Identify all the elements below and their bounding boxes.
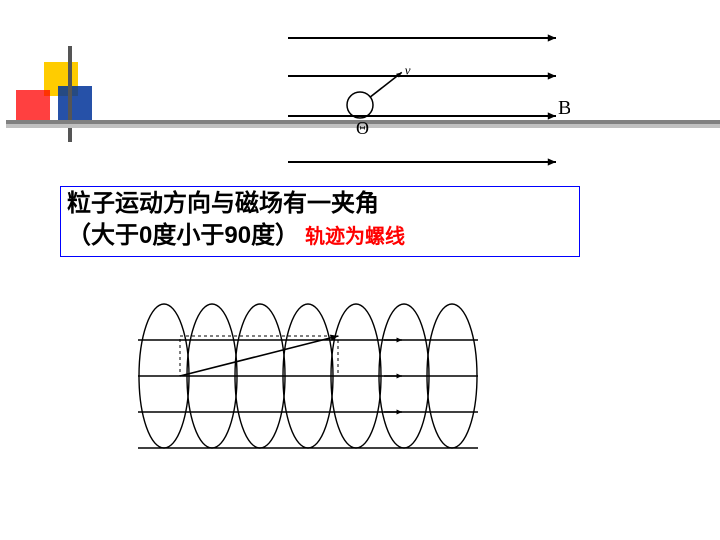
caption-line1: 粒子运动方向与磁场有一夹角 <box>67 189 573 220</box>
helix-diagram <box>126 292 486 462</box>
caption-text-1: 粒子运动方向与磁场有一夹角 <box>67 191 379 217</box>
slide-decoration <box>6 46 136 146</box>
svg-text:Θ: Θ <box>356 118 369 138</box>
caption-text-2a: （大于 <box>67 223 139 249</box>
caption-box: 粒子运动方向与磁场有一夹角 （大于0度小于90度） 轨迹为螺线 <box>60 186 580 257</box>
caption-digit-0: 0 <box>139 222 152 249</box>
field-lines-diagram: Θv B <box>280 20 570 180</box>
motif-square-blue <box>58 86 92 120</box>
caption-trajectory: 轨迹为螺线 <box>305 226 405 248</box>
caption-digit-90: 90 <box>224 222 251 249</box>
svg-text:B: B <box>558 97 570 119</box>
svg-text:v: v <box>405 62 411 77</box>
caption-line2: （大于0度小于90度） 轨迹为螺线 <box>67 220 573 252</box>
caption-text-2c: 度） <box>251 223 299 249</box>
caption-text-2b: 度小于 <box>152 223 224 249</box>
motif-square-red <box>16 90 50 124</box>
